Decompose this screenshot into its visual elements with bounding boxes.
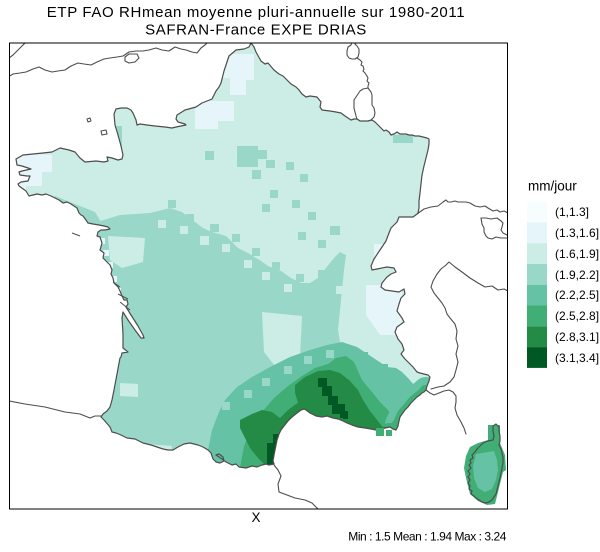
svg-text:(1.3,1.6]: (1.3,1.6]: [555, 226, 599, 240]
svg-text:Min : 1.5 Mean : 1.94 Max : 3.: Min : 1.5 Mean : 1.94 Max : 3.24: [348, 530, 506, 544]
svg-text:(3.1,3.4]: (3.1,3.4]: [555, 351, 599, 365]
svg-text:(2.5,2.8]: (2.5,2.8]: [555, 309, 599, 323]
svg-text:(1.9,2.2]: (1.9,2.2]: [555, 268, 599, 282]
svg-text:SAFRAN-France EXPE DRIAS: SAFRAN-France EXPE DRIAS: [145, 22, 367, 39]
svg-text:X: X: [251, 510, 260, 525]
svg-text:ETP FAO RHmean moyenne pluri-a: ETP FAO RHmean moyenne pluri-annuelle su…: [47, 4, 465, 21]
svg-text:mm/jour: mm/jour: [528, 179, 577, 194]
svg-text:(2.8,3.1]: (2.8,3.1]: [555, 330, 599, 344]
svg-text:(1,1.3]: (1,1.3]: [555, 205, 589, 219]
svg-text:(1.6,1.9]: (1.6,1.9]: [555, 247, 599, 261]
svg-text:(2.2,2.5]: (2.2,2.5]: [555, 288, 599, 302]
